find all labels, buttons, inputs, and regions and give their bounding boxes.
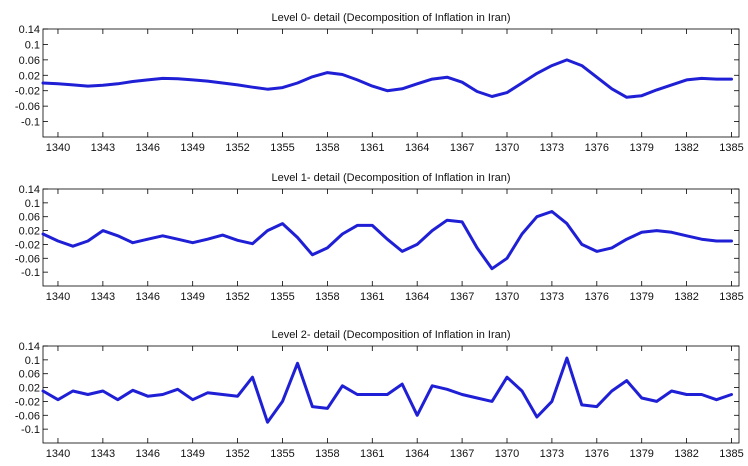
y-tick-label: 0.02: [19, 226, 40, 238]
y-tick-label: -0.02: [15, 86, 40, 98]
y-tick-label: -0.02: [15, 396, 40, 408]
x-tick-label: 1361: [360, 142, 384, 154]
plot-frame: [42, 28, 740, 138]
x-tick-label: 1376: [585, 448, 609, 460]
y-tick-label: 0.14: [19, 24, 40, 36]
x-tick-label: 1340: [46, 142, 70, 154]
y-tick-label: -0.06: [15, 410, 40, 422]
x-tick-label: 1343: [91, 448, 115, 460]
series-line: [41, 58, 733, 99]
x-tick-label: 1370: [495, 448, 519, 460]
y-tick-label: 0.02: [19, 70, 40, 82]
x-tick-label: 1358: [315, 142, 339, 154]
x-tick-label: 1358: [315, 291, 339, 303]
x-tick-label: 1364: [405, 448, 429, 460]
x-tick-label: 1373: [540, 448, 564, 460]
y-ticks: 0.14 0.1 0.06 0.02-0.02 -0.06 -0.1: [15, 341, 739, 436]
series-line: [41, 356, 733, 424]
y-tick-label: 0.02: [19, 383, 40, 395]
y-tick-label: 0.1: [25, 355, 40, 367]
x-tick-label: 1361: [360, 448, 384, 460]
series-line: [41, 210, 733, 271]
x-tick-label: 1364: [405, 142, 429, 154]
x-tick-label: 1352: [225, 142, 249, 154]
x-tick-label: 1340: [46, 291, 70, 303]
x-tick-label: 1352: [225, 291, 249, 303]
x-tick-label: 1373: [540, 142, 564, 154]
x-tick-label: 1379: [629, 142, 653, 154]
x-tick-label: 1370: [495, 142, 519, 154]
x-tick-label: 1382: [674, 448, 698, 460]
y-tick-label: 0.06: [19, 369, 40, 381]
x-tick-label: 1349: [180, 448, 204, 460]
x-tick-label: 1352: [225, 448, 249, 460]
x-tick-label: 1355: [270, 448, 294, 460]
x-tick-label: 1346: [136, 142, 160, 154]
y-tick-label: 0.14: [19, 341, 40, 353]
x-ticks: 1340 1343 1346 1349 1352 1355 1358 1361 1364 1367…: [46, 346, 744, 460]
x-tick-label: 1382: [674, 142, 698, 154]
y-tick-label: 0.14: [19, 184, 40, 196]
x-tick-label: 1385: [719, 448, 743, 460]
y-ticks: 0.14 0.1 0.06 0.02 -0.02 -0.06 -0.1: [15, 24, 739, 129]
panel-level-1: Level 1- detail (Decomposition of Inflat…: [15, 172, 744, 303]
y-tick-label: 0.06: [19, 55, 40, 67]
y-tick-label: -0.1: [21, 117, 40, 129]
chart-title: Level 0- detail (Decomposition of Inflat…: [271, 12, 510, 24]
panel-level-2: Level 2- detail (Decomposition of Inflat…: [15, 329, 744, 460]
x-tick-label: 1364: [405, 291, 429, 303]
x-tick-label: 1376: [585, 291, 609, 303]
x-tick-label: 1361: [360, 291, 384, 303]
y-ticks: 0.14 0.1 0.06 0.02-0.02 -0.06 -0.1: [15, 184, 739, 279]
x-tick-label: 1340: [46, 448, 70, 460]
x-ticks: 1340 1343 1346 1349 1352 1355 1358 1361 1364 1367…: [46, 29, 744, 154]
x-tick-label: 1358: [315, 448, 339, 460]
x-tick-label: 1385: [719, 291, 743, 303]
y-tick-label: 0.1: [25, 39, 40, 51]
y-tick-label: -0.06: [15, 253, 40, 265]
x-tick-label: 1367: [450, 142, 474, 154]
plot-frame: [42, 188, 740, 287]
x-tick-label: 1346: [136, 448, 160, 460]
y-tick-label: -0.02: [15, 239, 40, 251]
x-tick-label: 1370: [495, 291, 519, 303]
x-tick-label: 1343: [91, 291, 115, 303]
plot-frame: [42, 345, 740, 444]
x-ticks: 1340 1343 1346 1349 1352 1355 1358 1361 1364 1367…: [46, 189, 744, 303]
x-tick-label: 1382: [674, 291, 698, 303]
chart-title: Level 1- detail (Decomposition of Inflat…: [271, 172, 510, 184]
y-tick-label: -0.1: [21, 424, 40, 436]
y-tick-label: 0.06: [19, 212, 40, 224]
x-tick-label: 1376: [585, 142, 609, 154]
panel-level-0: Level 0- detail (Decomposition of Inflat…: [15, 12, 744, 154]
x-tick-label: 1349: [180, 291, 204, 303]
x-tick-label: 1343: [91, 142, 115, 154]
x-tick-label: 1379: [629, 291, 653, 303]
x-tick-label: 1355: [270, 142, 294, 154]
y-tick-label: -0.1: [21, 267, 40, 279]
x-tick-label: 1355: [270, 291, 294, 303]
x-tick-label: 1346: [136, 291, 160, 303]
x-tick-label: 1379: [629, 448, 653, 460]
chart-title: Level 2- detail (Decomposition of Inflat…: [271, 329, 510, 341]
x-tick-label: 1367: [450, 291, 474, 303]
x-tick-label: 1349: [180, 142, 204, 154]
x-tick-label: 1373: [540, 291, 564, 303]
x-tick-label: 1385: [719, 142, 743, 154]
y-tick-label: 0.1: [25, 198, 40, 210]
x-tick-label: 1367: [450, 448, 474, 460]
y-tick-label: -0.06: [15, 101, 40, 113]
